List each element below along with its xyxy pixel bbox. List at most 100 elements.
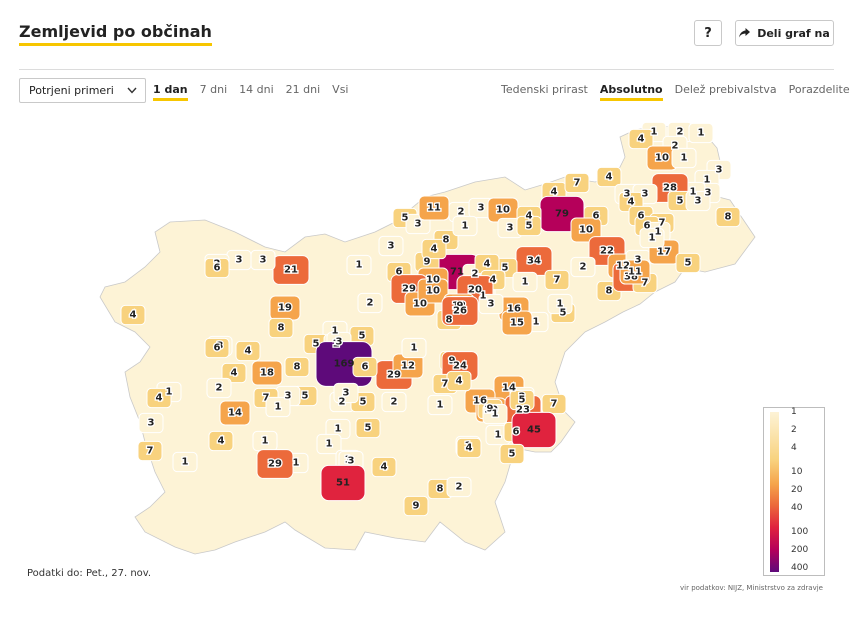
municipality-region[interactable]	[441, 296, 479, 326]
municipality-region[interactable]	[417, 278, 449, 304]
page-title: Zemljevid po občinah	[19, 22, 212, 46]
municipality-region[interactable]	[671, 147, 697, 169]
municipality-region[interactable]	[501, 310, 533, 336]
municipality-region[interactable]	[570, 217, 602, 243]
municipality-map[interactable]: 1 2 1 4 2 10 1 3 1 3 1 28 4 7 4 3 3 5 3 8 4 79 6 6 7 5 3 11 2 3 10 4 8 1 3…	[95, 121, 760, 557]
municipality-region[interactable]	[570, 256, 596, 278]
municipality-value-label: 3	[624, 189, 631, 200]
tab-vsi[interactable]: Vsi	[332, 83, 349, 96]
municipality-region[interactable]	[355, 417, 381, 439]
municipality-value-label: 5	[302, 391, 309, 402]
municipality-value-label: 1	[465, 441, 472, 452]
municipality-region[interactable]	[685, 190, 711, 212]
municipality-value-label: 1	[480, 291, 487, 302]
municipality-region[interactable]	[120, 304, 146, 326]
municipality-value-label: 3	[695, 196, 702, 207]
municipality-region[interactable]	[346, 254, 372, 276]
municipality-region[interactable]	[596, 166, 622, 188]
municipality-region[interactable]	[688, 122, 714, 144]
tab-1-dan[interactable]: 1 dan	[153, 83, 188, 101]
municipality-region[interactable]	[204, 337, 230, 359]
municipality-region[interactable]	[352, 356, 378, 378]
municipality-value-label: 10	[579, 225, 593, 236]
municipality-region[interactable]	[206, 377, 232, 399]
municipality-region[interactable]	[446, 476, 472, 498]
municipality-region[interactable]	[564, 172, 590, 194]
municipality-region[interactable]	[221, 362, 247, 384]
municipality-region[interactable]	[478, 293, 504, 315]
municipality-region[interactable]	[509, 389, 535, 411]
municipality-region[interactable]	[172, 451, 198, 473]
municipality-region[interactable]	[208, 430, 234, 452]
municipality-value-label: 19	[278, 303, 292, 314]
municipality-value-label: 1	[293, 458, 300, 469]
municipality-region[interactable]	[265, 396, 291, 418]
legend-tick-label: 20	[791, 485, 803, 495]
municipality-region[interactable]	[499, 443, 525, 465]
municipality-value-label: 4	[606, 172, 613, 183]
municipality-value-label: 51	[336, 478, 350, 489]
tab-absolutno[interactable]: Absolutno	[599, 83, 663, 101]
municipality-region[interactable]	[204, 257, 230, 279]
municipality-value-label: 1	[533, 317, 540, 328]
share-button[interactable]: Deli graf na	[735, 20, 834, 46]
metric-select[interactable]: Potrjeni primeri	[19, 78, 146, 103]
municipality-value-label: 9	[413, 501, 420, 512]
tab-delez-prebivalstva[interactable]: Delež prebivalstva	[674, 83, 777, 96]
data-source-note: vir podatkov: NIJZ, Ministrstvo za zdrav…	[680, 584, 823, 592]
municipality-value-label: 20	[468, 285, 482, 296]
municipality-region[interactable]	[268, 317, 294, 339]
municipality-region[interactable]	[235, 340, 261, 362]
municipality-region[interactable]	[250, 249, 276, 271]
municipality-value-label: 6	[214, 343, 221, 354]
municipality-region[interactable]	[715, 206, 741, 228]
municipality-region[interactable]	[511, 411, 557, 449]
municipality-region[interactable]	[446, 370, 472, 392]
municipality-region[interactable]	[401, 337, 427, 359]
municipality-region[interactable]	[138, 412, 164, 434]
municipality-region[interactable]	[675, 252, 701, 274]
municipality-region[interactable]	[357, 292, 383, 314]
municipality-value-label: 1	[690, 187, 697, 198]
municipality-value-label: 169	[334, 359, 355, 370]
tab-tedenski-prirast[interactable]: Tedenski prirast	[501, 83, 588, 96]
municipality-region[interactable]	[427, 394, 453, 416]
municipality-region[interactable]	[219, 400, 251, 426]
municipality-region[interactable]	[544, 269, 570, 291]
municipality-region[interactable]	[456, 437, 482, 459]
tab-7-dni[interactable]: 7 dni	[199, 83, 228, 96]
help-button[interactable]: ?	[694, 20, 722, 46]
municipality-value-label: 2	[456, 482, 463, 493]
mode-tabs: Tedenski prirast Absolutno Delež prebiva…	[501, 83, 850, 101]
municipality-region[interactable]	[547, 293, 573, 315]
municipality-region[interactable]	[639, 227, 665, 249]
municipality-region[interactable]	[284, 356, 310, 378]
tab-14-dni[interactable]: 14 dni	[239, 83, 274, 96]
municipality-region[interactable]	[482, 403, 508, 425]
municipality-region[interactable]	[628, 128, 654, 150]
municipality-region[interactable]	[452, 215, 478, 237]
municipality-value-label: 3	[236, 255, 243, 266]
municipality-region[interactable]	[320, 464, 366, 502]
municipality-region[interactable]	[378, 235, 404, 257]
tab-porazdelitev[interactable]: Porazdelitev	[788, 83, 850, 96]
municipality-region[interactable]	[251, 360, 283, 386]
municipality-region[interactable]	[381, 391, 407, 413]
municipality-value-label: 10	[413, 299, 427, 310]
municipality-region[interactable]	[516, 215, 542, 237]
tab-21-dni[interactable]: 21 dni	[285, 83, 321, 96]
municipality-region[interactable]	[371, 456, 397, 478]
municipality-region[interactable]	[333, 382, 359, 404]
municipality-region[interactable]	[316, 433, 342, 455]
municipality-region[interactable]	[137, 440, 163, 462]
municipality-region[interactable]	[256, 449, 294, 479]
municipality-region[interactable]	[272, 255, 310, 285]
municipality-region[interactable]	[541, 393, 567, 415]
municipality-value-label: 1	[275, 402, 282, 413]
municipality-region[interactable]	[403, 495, 429, 517]
municipality-region[interactable]	[421, 238, 447, 260]
municipality-region[interactable]	[146, 387, 172, 409]
municipality-region[interactable]	[619, 259, 651, 285]
municipality-region[interactable]	[512, 271, 538, 293]
